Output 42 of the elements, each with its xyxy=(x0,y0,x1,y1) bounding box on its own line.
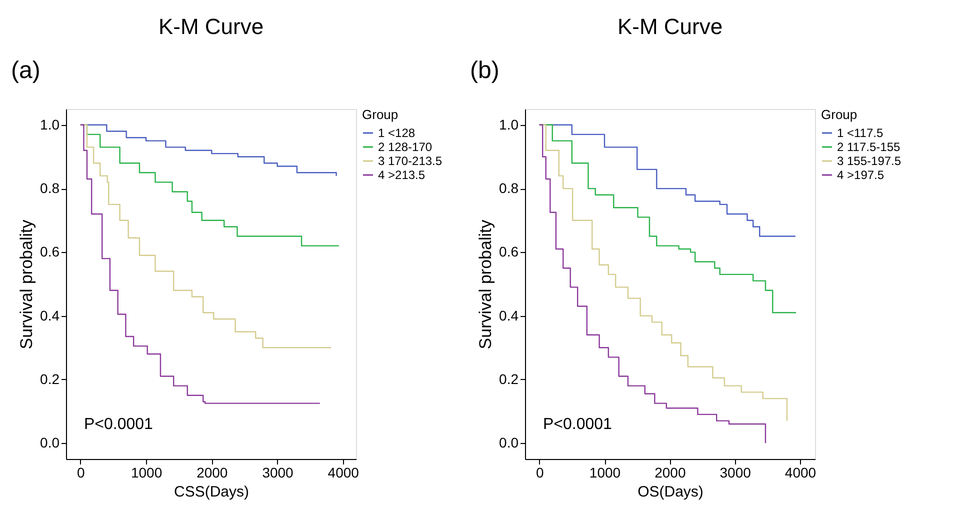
legend-label: 2 117.5-155 xyxy=(837,140,900,154)
x-tick-label: 4000 xyxy=(784,464,816,480)
legend-title: Group xyxy=(362,107,398,122)
annotation: P<0.0001 xyxy=(543,416,612,433)
x-tick-label: 1000 xyxy=(130,464,162,480)
annotation: P<0.0001 xyxy=(84,416,154,433)
text: (a) xyxy=(11,57,40,84)
y-tick-label: 0.8 xyxy=(499,180,519,196)
legend-label: 4 >213.5 xyxy=(378,168,426,182)
chart-title: K-M Curve xyxy=(617,14,723,39)
x-tick-label: 0 xyxy=(536,464,544,480)
y-tick-label: 0.0 xyxy=(499,434,519,451)
legend-label: 2 128-170 xyxy=(378,140,432,154)
chart-title: K-M Curve xyxy=(158,14,264,39)
x-tick-label: 3000 xyxy=(262,464,294,480)
y-tick-label: 0.8 xyxy=(40,180,60,196)
x-tick-label: 2000 xyxy=(196,464,228,480)
x-axis-title: OS(Days) xyxy=(638,484,704,500)
x-tick-label: 2000 xyxy=(654,464,686,480)
y-tick-label: 1.0 xyxy=(40,116,60,132)
legend-label: 1 <117.5 xyxy=(837,126,884,140)
y-tick-label: 0.2 xyxy=(499,370,519,387)
legend-label: 1 <128 xyxy=(378,126,416,140)
y-tick-label: 0.6 xyxy=(40,244,60,260)
x-tick-label: 4000 xyxy=(328,464,360,480)
legend-label: 4 >197.5 xyxy=(837,168,884,182)
x-tick-label: 0 xyxy=(77,464,86,480)
legend-title: Group xyxy=(821,107,858,122)
y-axis-title: Survival probality xyxy=(17,219,36,350)
text: (b) xyxy=(470,57,500,84)
y-tick-label: 0.6 xyxy=(499,244,519,260)
legend-label: 3 155-197.5 xyxy=(837,154,902,168)
legend-label: 3 170-213.5 xyxy=(378,154,442,168)
x-tick-label: 3000 xyxy=(720,464,752,480)
y-tick-label: 0.4 xyxy=(40,307,60,324)
y-tick-label: 0.4 xyxy=(499,307,519,324)
y-tick-label: 0.2 xyxy=(40,370,60,387)
y-axis-title: Survival probality xyxy=(476,219,496,350)
y-tick-label: 0.0 xyxy=(40,434,60,451)
x-axis-title: CSS(Days) xyxy=(174,484,250,500)
y-tick-label: 1.0 xyxy=(499,116,519,132)
x-tick-label: 1000 xyxy=(589,464,621,480)
